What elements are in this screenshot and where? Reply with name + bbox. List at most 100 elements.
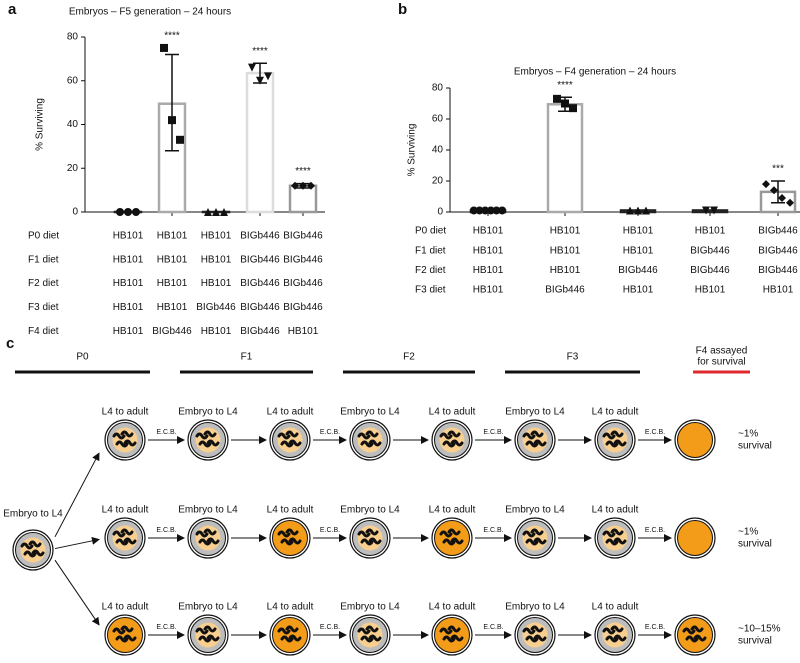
worms	[195, 430, 220, 448]
arrow-label: E.C.B.	[156, 429, 176, 436]
worm	[123, 537, 137, 545]
arrow-label: E.C.B.	[483, 624, 503, 631]
stage-label: L4 to adult	[429, 602, 476, 613]
data-point	[710, 206, 718, 215]
y-tick-label: 20	[67, 163, 79, 174]
worm	[120, 430, 134, 438]
data-point	[124, 208, 132, 216]
worm	[450, 537, 464, 545]
stage-label: L4 to adult	[592, 407, 639, 418]
stage-label: Embryo to L4	[178, 407, 238, 418]
worm	[439, 627, 453, 635]
table-row-label: P0 diet	[28, 231, 59, 242]
generation-label: F4 assayed	[696, 346, 748, 357]
worm	[112, 627, 126, 635]
worm	[613, 537, 627, 545]
worms	[277, 430, 302, 448]
data-point	[116, 208, 124, 216]
embryo-inner	[434, 520, 470, 556]
worm	[360, 440, 374, 448]
table-cell: HB101	[113, 302, 144, 313]
worm	[120, 528, 134, 536]
embryo-inner	[677, 520, 713, 556]
worms	[357, 528, 382, 546]
stage-label: Embryo to L4	[3, 509, 63, 520]
worm	[280, 538, 294, 546]
significance: ****	[295, 166, 311, 177]
significance: ****	[252, 46, 268, 57]
y-tick-label: 0	[437, 207, 443, 218]
arrow-label: E.C.B.	[156, 624, 176, 631]
worm	[360, 538, 374, 546]
table-cell: HB101	[550, 245, 581, 256]
table-row-label: F3 diet	[415, 285, 446, 296]
arrow-label: E.C.B.	[645, 624, 665, 631]
stage-label: L4 to adult	[592, 602, 639, 613]
arrow-label: E.C.B.	[483, 429, 503, 436]
table-cell: HB101	[695, 226, 726, 237]
table-cell: HB101	[763, 285, 794, 296]
table-cell: HB101	[288, 326, 319, 337]
table-cell: HB101	[695, 285, 726, 296]
worm	[447, 430, 461, 438]
worm	[115, 440, 129, 448]
worms	[357, 430, 382, 448]
stage-label: Embryo to L4	[178, 602, 238, 613]
data-point	[561, 99, 569, 108]
panel-label: a	[8, 1, 17, 18]
table-cell: HB101	[473, 265, 504, 276]
worm	[280, 440, 294, 448]
data-point	[778, 194, 786, 203]
worm	[288, 439, 302, 447]
worm	[530, 430, 544, 438]
worm	[525, 440, 539, 448]
worm	[450, 634, 464, 642]
worm	[522, 432, 536, 440]
stage-label: Embryo to L4	[340, 505, 400, 516]
error-bar	[165, 53, 179, 152]
table-row-label: F4 diet	[28, 326, 59, 337]
result-label: ~10–15%	[738, 624, 781, 635]
stage-label: L4 to adult	[267, 602, 314, 613]
worm	[123, 439, 137, 447]
data-point	[486, 206, 495, 215]
data-point	[212, 208, 220, 216]
worm	[525, 538, 539, 546]
worm	[602, 530, 616, 538]
table-cell: BIGb446	[690, 265, 730, 276]
data-point	[248, 63, 256, 72]
stage-label: Embryo to L4	[178, 505, 238, 516]
table-row-label: P0 diet	[415, 226, 446, 237]
worm	[285, 625, 299, 633]
arrow-label: E.C.B.	[645, 527, 665, 534]
table-cell: HB101	[623, 245, 654, 256]
table-cell: BIGb446	[758, 265, 798, 276]
y-tick-label: 20	[432, 176, 444, 187]
worms	[195, 528, 220, 546]
table-cell: HB101	[113, 231, 144, 242]
stage-label: L4 to adult	[102, 505, 149, 516]
worm	[28, 540, 42, 548]
y-tick-label: 40	[67, 119, 79, 130]
worm	[277, 627, 291, 635]
worms	[357, 625, 382, 643]
arrow-label: E.C.B.	[645, 429, 665, 436]
chart-title: Embryos – F4 generation – 24 hours	[514, 67, 676, 78]
table-cell: HB101	[623, 285, 654, 296]
data-point	[498, 206, 507, 215]
y-tick-label: 80	[67, 32, 79, 43]
worm	[277, 530, 291, 538]
worm	[285, 430, 299, 438]
worm	[442, 538, 456, 546]
worm	[288, 634, 302, 642]
data-point	[264, 72, 272, 81]
worm	[195, 627, 209, 635]
table-cell: BIGb446	[240, 326, 280, 337]
worms	[682, 625, 707, 643]
data-point	[132, 208, 140, 216]
worm	[442, 635, 456, 643]
data-point	[553, 94, 561, 103]
worm	[31, 549, 45, 557]
data-point	[299, 181, 307, 190]
worm	[365, 430, 379, 438]
